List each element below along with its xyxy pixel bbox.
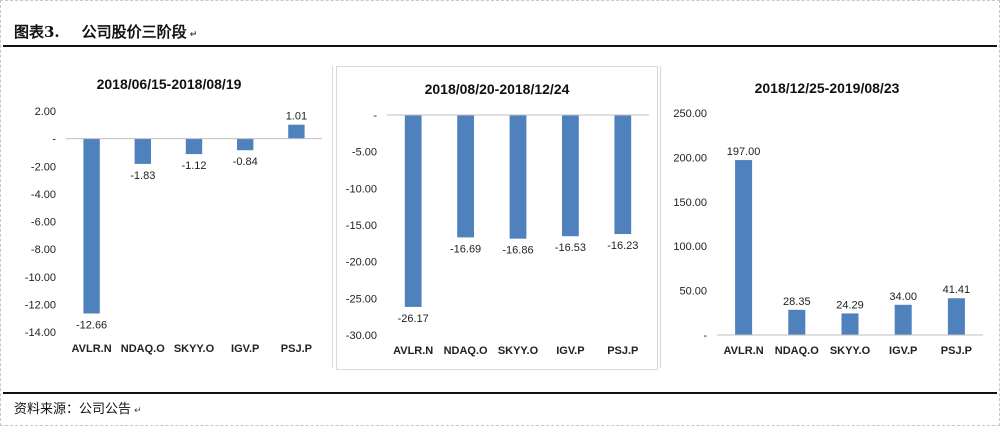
data-label: 41.41 [943,284,971,296]
y-tick-label: - [52,134,56,146]
y-tick-label: 50.00 [679,286,707,298]
data-label: -16.23 [607,240,638,252]
bar [83,138,100,314]
bar [237,138,254,151]
y-tick-label: -2.00 [31,161,56,173]
chart-title: 2018/12/25-2019/08/23 [755,80,900,96]
y-tick-label: - [373,110,377,122]
data-label: 34.00 [889,291,917,303]
data-label: -1.83 [130,170,155,182]
data-label: 28.35 [783,296,811,308]
figure-title: 图表3. 公司股价三阶段 ↵ [14,20,197,44]
category-label: NDAQ.O [444,345,488,357]
bar [947,298,965,335]
chart-panel-2: 2018/08/20-2018/12/24 - -5.00 -10.00 -15.00 -… [336,66,658,370]
data-label: -1.12 [181,160,206,172]
bar [841,313,859,335]
y-tick-label: -10.00 [346,183,377,195]
data-label: -16.53 [555,242,586,254]
bar [288,124,305,139]
bar [404,115,422,307]
category-label: SKYY.O [498,345,539,357]
y-tick-label: 150.00 [673,197,707,209]
y-tick-label: -5.00 [352,147,377,159]
y-tick-label: 250.00 [673,108,707,120]
category-label: SKYY.O [830,345,871,357]
data-label: -26.17 [398,313,429,325]
data-label: -0.84 [233,156,258,168]
y-tick-label: 200.00 [673,152,707,164]
bar [894,304,912,335]
y-tick-label: -8.00 [31,244,56,256]
paragraph-mark-icon: ↵ [134,406,142,416]
bar [562,115,579,237]
category-label: PSJ.P [607,345,638,357]
chart-panel-1: 2018/06/15-2018/08/19 2.00 - -2.00 -4.00 -6.0… [4,66,333,368]
data-label: 197.00 [727,146,761,158]
chart-panel-3: 2018/12/25-2019/08/23 250.00 200.00 150.00 1… [660,66,994,368]
category-label: PSJ.P [941,345,972,357]
data-label: -12.66 [76,319,107,331]
source-note: 资料来源：公司公告 ↵ [14,398,142,422]
data-label: 1.01 [286,111,307,123]
category-label: PSJ.P [281,343,312,355]
bar [509,115,527,239]
bar [185,138,203,155]
y-tick-label: -10.00 [25,272,56,284]
y-tick-label: -20.00 [346,257,377,269]
category-label: AVLR.N [393,345,433,357]
category-label: NDAQ.O [775,345,819,357]
figure-title-text: 公司股价三阶段 [81,23,187,41]
y-tick-label: 100.00 [673,241,707,253]
bar [457,115,474,238]
header-rule [3,45,997,47]
y-tick-label: - [703,330,707,342]
bar [788,309,806,335]
chart-3: 2018/12/25-2019/08/23 250.00 200.00 150.00 1… [673,80,983,357]
category-label: IGV.P [231,343,259,355]
category-label: IGV.P [556,345,584,357]
source-text: 资料来源：公司公告 [14,402,132,417]
chart-title: 2018/08/20-2018/12/24 [425,81,570,97]
category-label: AVLR.N [72,343,112,355]
bar [134,138,151,164]
data-label: 24.29 [836,299,864,311]
chart-1: 2018/06/15-2018/08/19 2.00 - -2.00 -4.00 -6.0… [25,76,322,355]
data-label: -16.86 [502,245,533,257]
bar [614,115,632,235]
category-label: NDAQ.O [121,343,165,355]
bar [735,160,753,335]
y-tick-label: -6.00 [31,217,56,229]
y-tick-label: -30.00 [346,330,377,342]
data-label: -16.69 [450,243,481,255]
category-label: SKYY.O [174,343,215,355]
footer-rule [3,392,997,394]
y-tick-label: -14.00 [25,327,56,339]
y-tick-label: -12.00 [25,299,56,311]
y-tick-label: -15.00 [346,220,377,232]
y-tick-label: -25.00 [346,293,377,305]
y-tick-label: -4.00 [31,189,56,201]
category-label: IGV.P [889,345,917,357]
paragraph-mark-icon: ↵ [189,30,198,40]
y-tick-label: 2.00 [35,106,56,118]
chart-2: 2018/08/20-2018/12/24 - -5.00 -10.00 -15.00 -… [346,81,649,357]
figure-number: 图表3. [14,23,60,41]
category-label: AVLR.N [724,345,764,357]
chart-title: 2018/06/15-2018/08/19 [97,76,242,92]
